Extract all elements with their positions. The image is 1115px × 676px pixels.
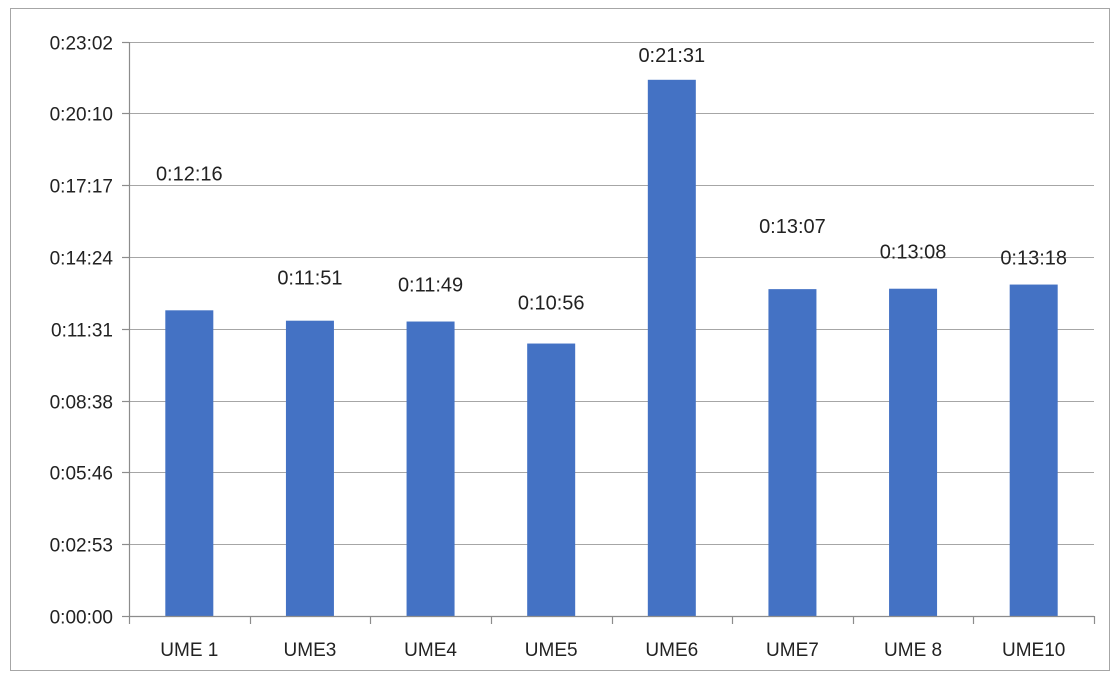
data-label: 0:11:49 <box>398 275 463 297</box>
chart-frame <box>10 8 1110 671</box>
x-category-label: UME5 <box>525 640 578 661</box>
bar-ume-1 <box>165 310 214 616</box>
y-tick-label: 0:17:17 <box>50 177 113 198</box>
y-tick-label: 0:05:46 <box>50 464 113 485</box>
labels: 0:00:00 0:02:53 0:05:46 0:08:38 0:11:31 0:14:… <box>50 34 1067 662</box>
data-label: 0:11:51 <box>277 268 342 290</box>
data-label: 0:13:18 <box>1000 248 1067 270</box>
x-category-label: UME3 <box>284 640 337 661</box>
x-category-label: UME4 <box>404 640 457 661</box>
y-tick-label: 0:11:31 <box>51 321 113 342</box>
bar-ume7 <box>768 289 817 616</box>
bar-ume4 <box>406 321 455 616</box>
bar-ume-8 <box>889 288 938 616</box>
axes <box>122 41 1096 624</box>
gridlines <box>129 42 1094 545</box>
y-tick-label: 0:20:10 <box>50 105 113 126</box>
bar-ume6 <box>647 79 696 616</box>
x-category-label: UME 8 <box>884 640 942 661</box>
data-label: 0:13:07 <box>759 216 826 238</box>
x-category-label: UME 1 <box>160 640 218 661</box>
y-tick-label: 0:00:00 <box>50 608 113 629</box>
y-tick-label: 0:08:38 <box>50 393 113 414</box>
bars <box>165 79 1058 616</box>
x-category-label: UME10 <box>1002 640 1065 661</box>
x-category-label: UME7 <box>766 640 819 661</box>
y-tick-label: 0:02:53 <box>50 536 113 557</box>
data-label: 0:12:16 <box>156 163 223 185</box>
data-label: 0:10:56 <box>518 293 585 315</box>
bar-ume10 <box>1009 284 1058 616</box>
y-tick-label: 0:23:02 <box>50 34 113 55</box>
bar-ume3 <box>285 320 334 616</box>
x-category-label: UME6 <box>645 640 698 661</box>
data-label: 0:21:31 <box>638 45 705 67</box>
y-tick-label: 0:14:24 <box>50 249 114 270</box>
data-label: 0:13:08 <box>880 242 947 264</box>
bar-ume5 <box>527 343 576 616</box>
